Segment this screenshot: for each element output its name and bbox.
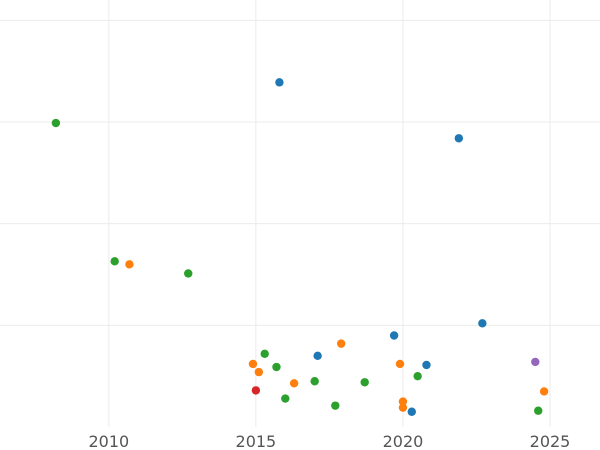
y-gridlines [0,19,600,326]
x-tick-label: 2010 [88,432,129,450]
data-point [413,371,422,381]
data-point [281,394,290,403]
data-point [478,319,487,328]
x-tick-label: 2015 [236,432,277,450]
data-point [398,397,408,406]
data-point [125,260,134,269]
data-point [539,387,549,396]
data-point [310,377,319,386]
data-point [51,118,61,128]
data-point [454,134,464,143]
data-point [531,357,540,367]
data-point [184,269,193,278]
data-point [336,339,346,348]
data-point [313,351,322,361]
data-point [395,359,405,369]
data-point [248,359,258,369]
x-gridlines [108,0,551,427]
data-point [272,362,281,372]
data-point [389,331,399,340]
data-point [289,379,299,388]
x-axis-ticks: 2010 2015 2020 2025 [88,432,570,450]
data-point [422,360,431,370]
data-point [275,78,284,87]
data-points [51,78,549,416]
data-point [360,378,369,387]
x-tick-label: 2025 [530,432,571,450]
data-point [534,406,543,415]
data-point [398,403,408,412]
x-tick-label: 2020 [383,432,424,450]
data-point [331,401,340,410]
data-point [251,386,261,395]
data-point [407,407,416,416]
data-point [260,349,269,358]
data-point [254,367,264,377]
data-point [110,257,119,266]
